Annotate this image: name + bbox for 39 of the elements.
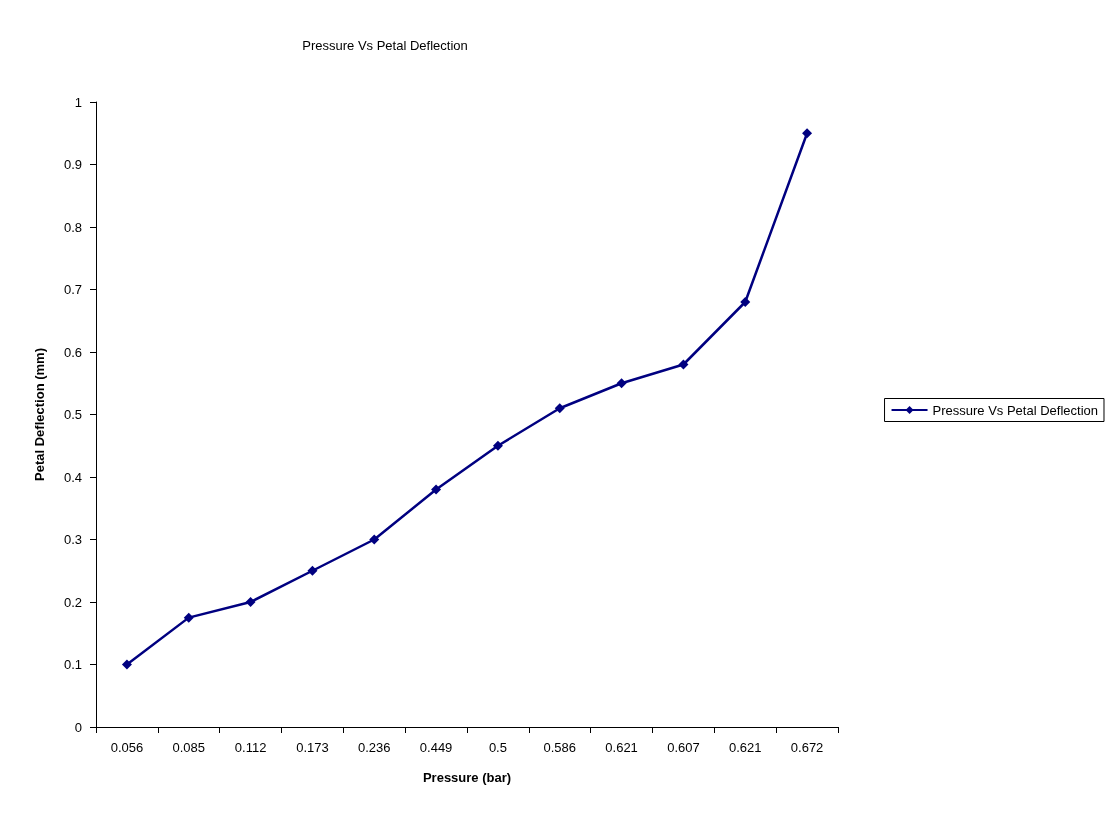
y-tick-label: 0.1 [63,657,82,672]
point [802,128,813,139]
point [616,378,627,389]
point [183,612,194,623]
y-tick-label: 0.5 [63,407,82,422]
y-tick-label: 0.7 [63,282,82,297]
x-tick-label: 0.449 [419,740,453,755]
point [307,565,318,576]
y-axis-title: Petal Deflection (mm) [32,348,47,481]
point [121,659,132,670]
x-tick-label: 0.112 [234,740,267,755]
x-tick-label: 0.236 [357,740,391,755]
y-tick-label: 0.3 [63,532,82,547]
x-axis-title: Pressure (bar) [422,770,512,785]
x-tick-label: 0.621 [728,740,762,755]
y-tick-label: 0 [74,719,82,735]
y-tick-label: 0.8 [63,219,82,235]
x-tick-label: 0.173 [296,740,329,755]
y-tick-label: 0.6 [63,344,82,360]
y-tick-label: 0.2 [63,594,82,610]
x-tick-label: 0.056 [110,740,144,755]
chart-title: Pressure Vs Petal Deflection [302,38,468,53]
y-tick-label: 1 [74,94,82,110]
x-tick-label: 0.607 [667,740,700,755]
point [554,403,565,414]
point [678,359,689,370]
point [740,297,751,307]
x-tick-label: 0.621 [605,740,638,755]
x-tick-label: 0.085 [172,740,206,755]
point [369,534,380,545]
point [492,440,503,451]
point [245,597,256,607]
x-tick-label: 0.672 [790,740,824,755]
x-tick-label: 0.586 [543,740,577,755]
legend-label: Pressure Vs Petal Deflection [932,402,1098,418]
y-tick-label: 0.4 [63,469,82,485]
x-tick-label: 0.5 [488,740,507,755]
point [431,484,442,495]
y-tick-label: 0.9 [63,157,82,172]
